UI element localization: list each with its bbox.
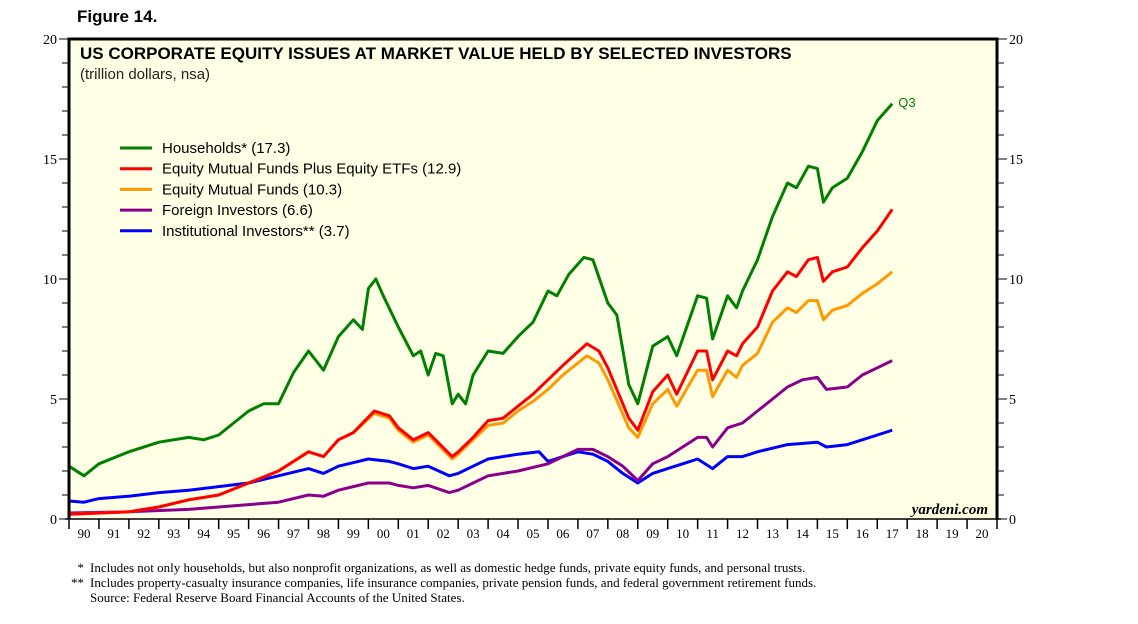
x-tick-label: 97 — [287, 526, 301, 541]
x-tick-label: 12 — [736, 526, 749, 541]
source-note: Source: Federal Reserve Board Financial … — [60, 590, 816, 605]
x-tick-label: 93 — [167, 526, 180, 541]
legend-label: Equity Mutual Funds Plus Equity ETFs (12… — [162, 161, 461, 178]
y-tick-label-right: 20 — [1009, 33, 1023, 48]
x-tick-label: 96 — [257, 526, 271, 541]
x-tick-label: 19 — [946, 526, 959, 541]
x-tick-label: 01 — [407, 526, 420, 541]
x-tick-label: 15 — [826, 526, 839, 541]
legend-label: Institutional Investors** (3.7) — [162, 223, 350, 240]
x-tick-label: 94 — [197, 526, 211, 541]
footnotes: * Includes not only households, but also … — [60, 560, 816, 605]
footnote-text: Source: Federal Reserve Board Financial … — [90, 590, 465, 605]
footnote-text: Includes property-casualty insurance com… — [90, 575, 817, 590]
x-tick-label: 16 — [856, 526, 870, 541]
x-tick-label: 92 — [137, 526, 150, 541]
x-tick-label: 11 — [706, 526, 719, 541]
x-tick-label: 20 — [976, 526, 989, 541]
x-tick-label: 09 — [646, 526, 659, 541]
series-line — [68, 208, 894, 516]
y-tick-label-left: 20 — [43, 33, 57, 48]
x-tick-label: 95 — [227, 526, 240, 541]
x-tick-label: 18 — [916, 526, 929, 541]
q3-annotation: Q3 — [898, 95, 915, 110]
x-tick-label: 90 — [77, 526, 90, 541]
legend-label: Equity Mutual Funds (10.3) — [162, 181, 342, 198]
footnote-2: ** Includes property-casualty insurance c… — [60, 575, 816, 590]
x-tick-label: 17 — [886, 526, 900, 541]
legend-label: Foreign Investors (6.6) — [162, 202, 313, 219]
x-tick-label: 00 — [377, 526, 390, 541]
chart-title: US CORPORATE EQUITY ISSUES AT MARKET VAL… — [80, 44, 792, 63]
series-line — [68, 102, 894, 478]
x-tick-label: 02 — [437, 526, 450, 541]
footnote-text: Includes not only households, but also n… — [90, 560, 806, 575]
footnote-mark: * — [77, 560, 85, 575]
x-tick-label: 04 — [497, 526, 511, 541]
x-tick-label: 07 — [586, 526, 600, 541]
x-tick-label: 08 — [616, 526, 629, 541]
chart-subtitle: (trillion dollars, nsa) — [80, 66, 210, 83]
plot-frame — [67, 37, 999, 519]
footnote-mark: ** — [71, 575, 84, 590]
y-tick-label-right: 5 — [1009, 393, 1016, 408]
x-tick-label: 14 — [796, 526, 810, 541]
plot-background — [69, 39, 997, 519]
y-tick-label-left: 15 — [43, 153, 57, 168]
figure-label: Figure 14. — [77, 7, 158, 26]
x-tick-label: 06 — [556, 526, 570, 541]
x-tick-label: 98 — [317, 526, 330, 541]
x-tick-label: 10 — [676, 526, 689, 541]
yardeni-watermark: yardeni.com — [910, 502, 988, 518]
x-tick-label: 13 — [766, 526, 779, 541]
x-tick-label: 91 — [107, 526, 120, 541]
x-tick-label: 03 — [467, 526, 480, 541]
footnote-1: * Includes not only households, but also … — [60, 560, 816, 575]
y-tick-label-right: 10 — [1009, 273, 1023, 288]
y-tick-label-left: 5 — [50, 393, 57, 408]
x-tick-label: 05 — [527, 526, 540, 541]
series-line — [68, 359, 893, 515]
y-tick-label-left: 10 — [43, 273, 57, 288]
y-tick-label-left: 0 — [50, 513, 57, 528]
x-tick-label: 99 — [347, 526, 360, 541]
y-tick-label-right: 0 — [1009, 513, 1016, 528]
legend-label: Households* (17.3) — [162, 140, 290, 157]
y-tick-label-right: 15 — [1009, 153, 1023, 168]
